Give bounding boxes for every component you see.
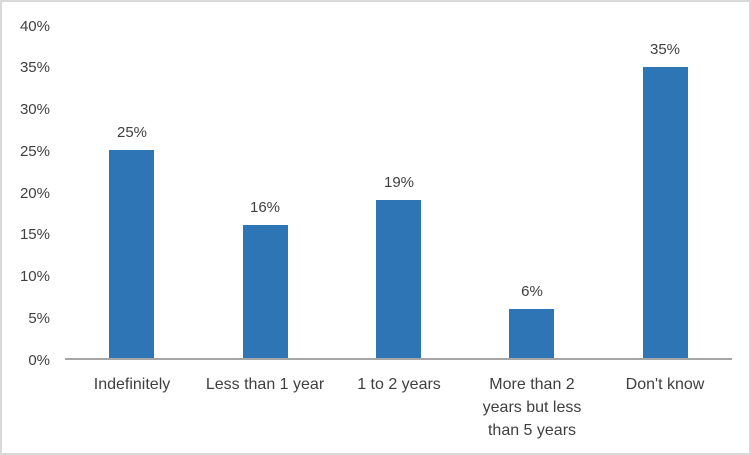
- y-axis-tick-label: 5%: [28, 309, 50, 327]
- x-axis-line: [65, 358, 732, 360]
- bar-value-label: 35%: [649, 41, 681, 58]
- bar-4: [509, 309, 554, 358]
- y-axis-tick-label: 30%: [19, 101, 50, 118]
- bar-1: [109, 150, 154, 358]
- y-axis-tick-label: 0%: [28, 351, 50, 369]
- bar-value-label: 6%: [521, 283, 543, 300]
- category-label: 1 to 2 years: [357, 376, 441, 393]
- bar-5: [643, 67, 688, 358]
- y-axis-tick-label: 35%: [19, 59, 50, 77]
- bar-value-label: 16%: [249, 199, 281, 216]
- category-label: More than 2 years but less than 5 years: [482, 376, 582, 439]
- bar-2: [243, 225, 288, 358]
- y-axis-tick-label: 40%: [19, 17, 50, 35]
- bar-3: [376, 200, 421, 358]
- bar-value-label: 25%: [116, 124, 148, 141]
- category-label: Less than 1 year: [205, 376, 325, 393]
- category-label: Don't know: [625, 376, 705, 393]
- y-axis-tick-label: 25%: [19, 142, 50, 160]
- bar-value-label: 19%: [383, 174, 415, 191]
- y-axis-tick-label: 15%: [19, 226, 50, 244]
- category-label: Indefinitely: [93, 376, 171, 393]
- y-axis-tick-label: 20%: [19, 184, 50, 202]
- y-axis-tick-label: 10%: [19, 268, 50, 285]
